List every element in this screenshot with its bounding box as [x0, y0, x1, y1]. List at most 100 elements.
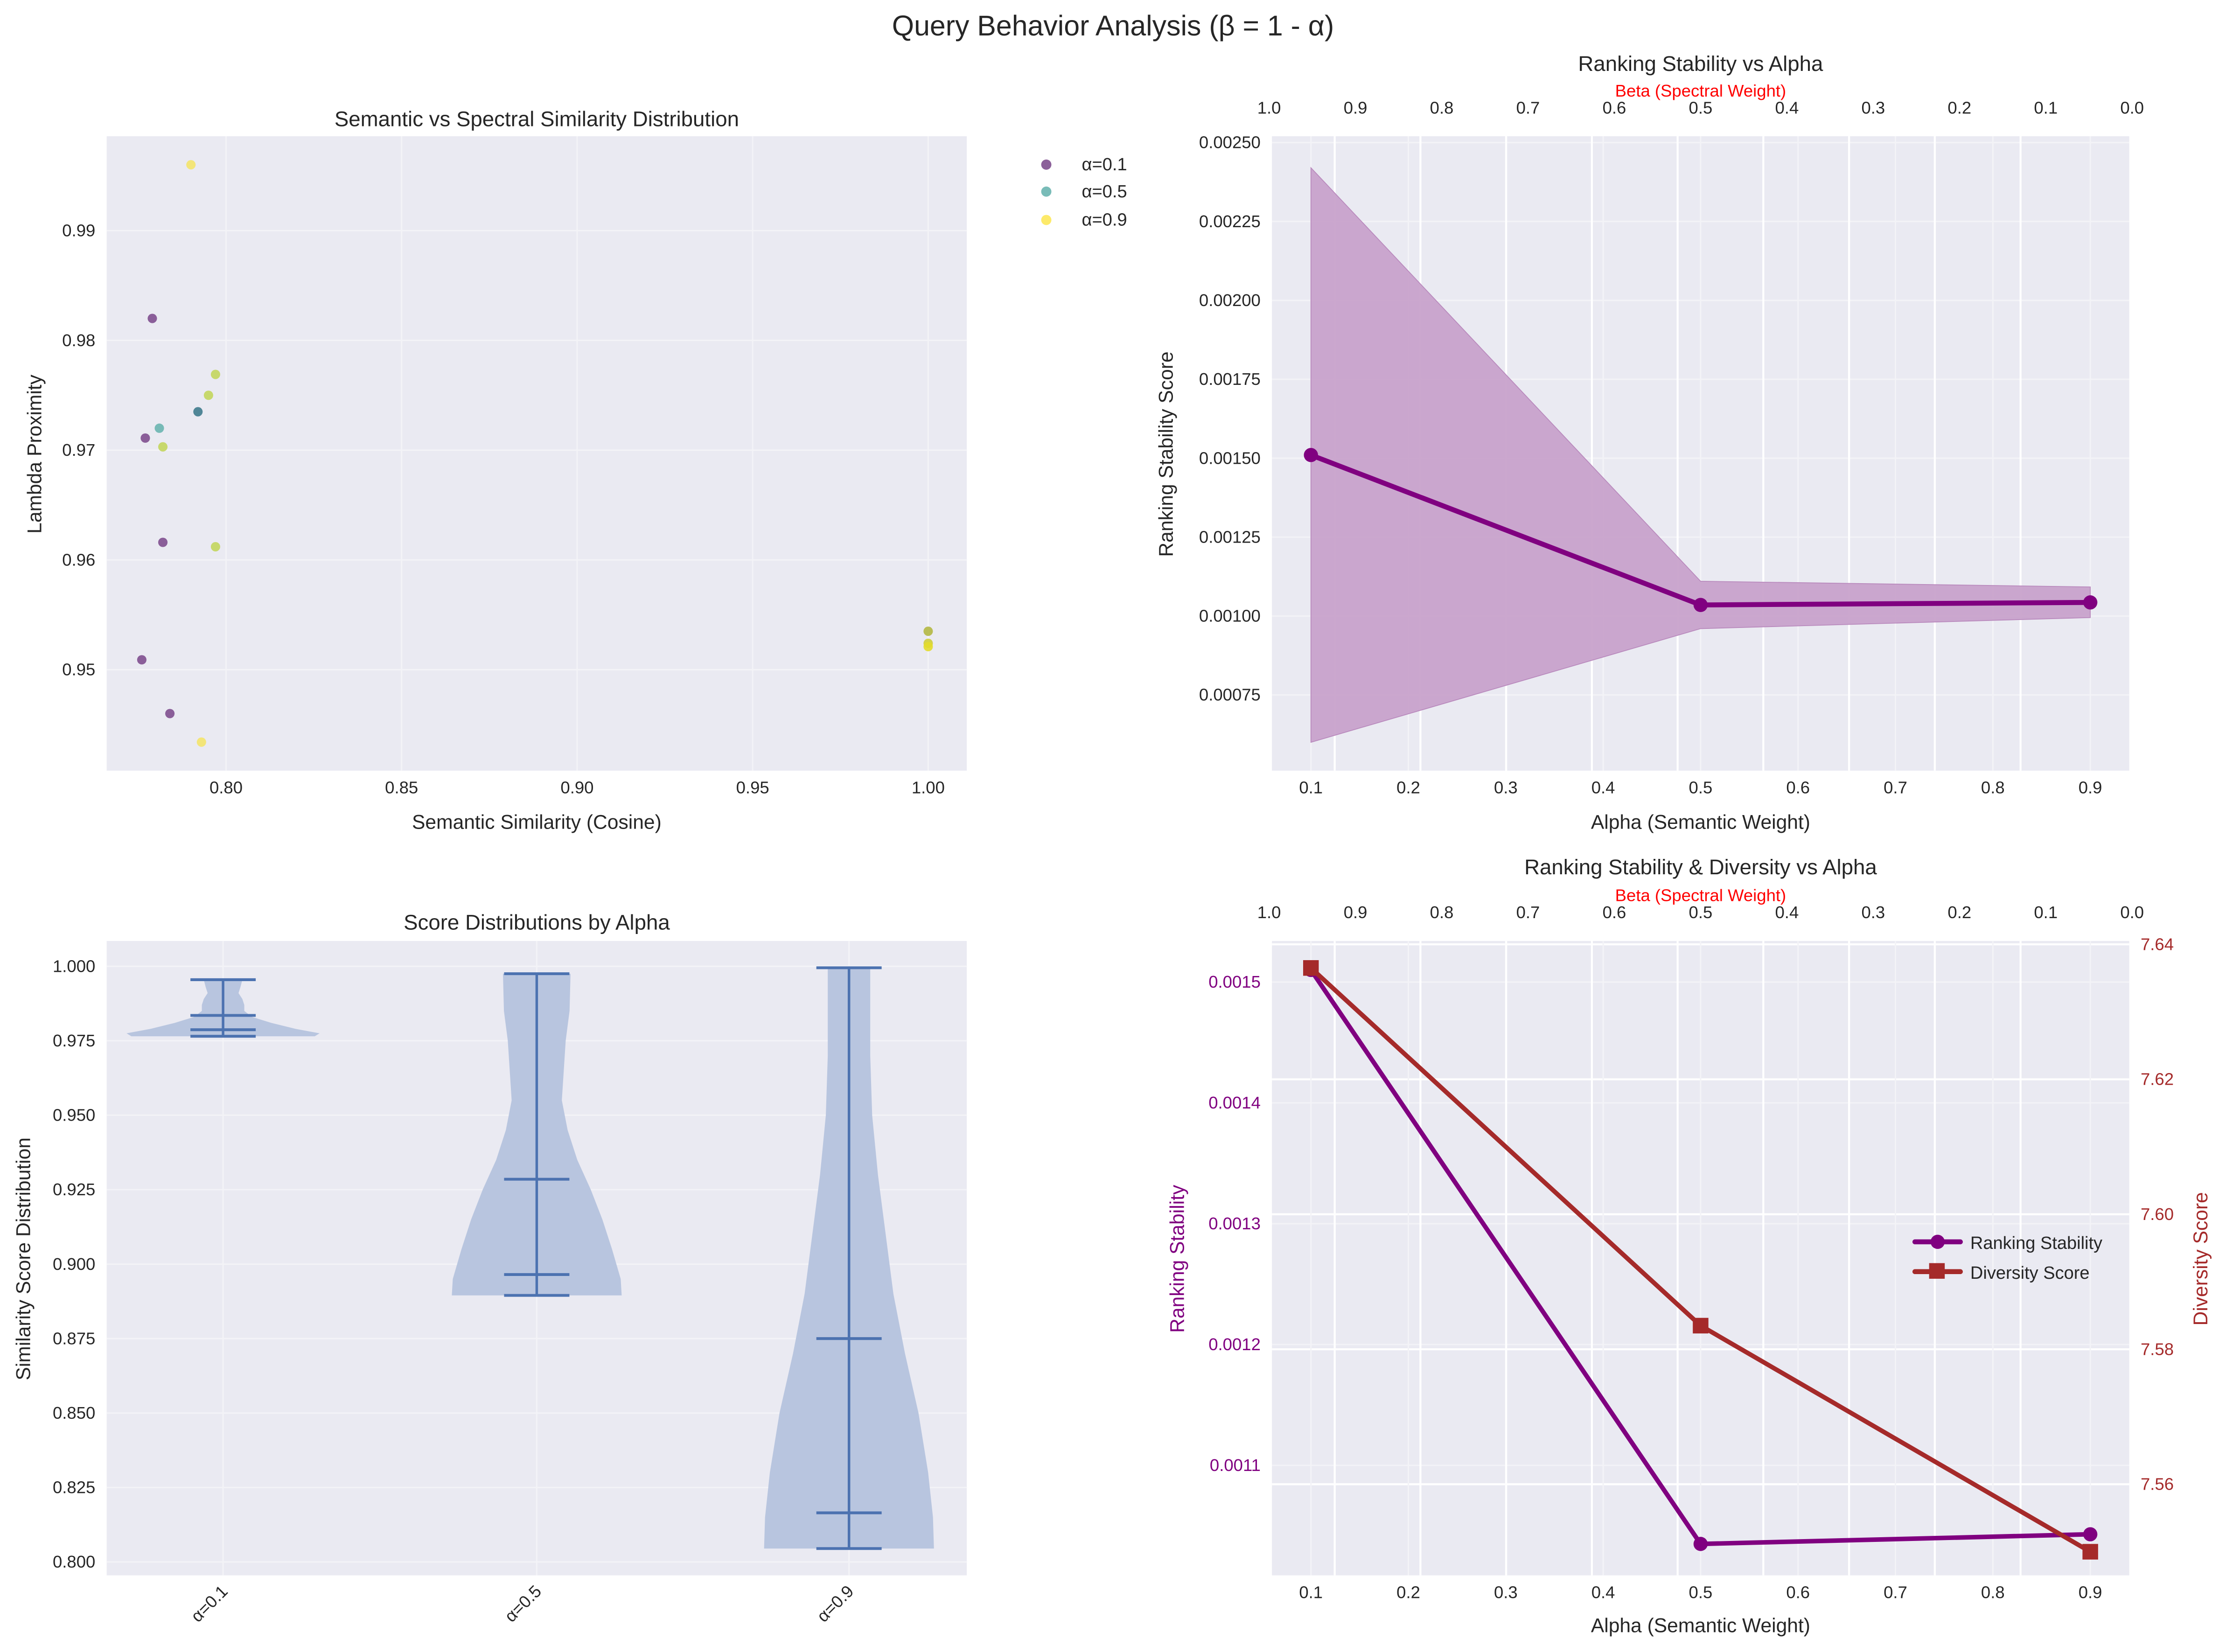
dual-axis-top-tick-label: 0.7	[1516, 903, 1540, 922]
ranking-stability-point	[2083, 1527, 2098, 1541]
stability-x-tick-label: 0.2	[1396, 778, 1420, 797]
scatter-x-tick-label: 0.90	[560, 778, 593, 797]
violin-y-tick-label: 0.850	[53, 1403, 95, 1422]
stability-y-tick-label: 0.00100	[1199, 606, 1261, 626]
dual-axis-top-ticks: 1.0 0.9 0.8 0.7 0.6 0.5 0.4 0.3 0.2 0.1 0.0	[1257, 903, 2144, 922]
stability-x-tick-label: 0.8	[1981, 778, 2005, 797]
dual-axis-right-y-tick-label: 7.60	[2141, 1205, 2174, 1224]
stability-top-tick-label: 0.4	[1775, 98, 1799, 117]
stability-panel: 0.1 0.2 0.3 0.4 0.5 0.6 0.7 0.8 0.9 1.0 0.9 0.8 0.7…	[1155, 52, 2144, 833]
diversity-score-point	[2082, 1544, 2098, 1560]
scatter-x-tick-label: 0.95	[736, 778, 769, 797]
violin-panel: α=0.1 α=0.5 α=0.9 0.800 0.825 0.850 0.875 0.90…	[12, 911, 967, 1626]
dual-axis-top-tick-label: 0.2	[1947, 903, 1971, 922]
stability-x-label: Alpha (Semantic Weight)	[1591, 811, 1810, 834]
legend-label-diversity-score: Diversity Score	[1970, 1263, 2090, 1283]
diversity-score-point	[1303, 960, 1319, 976]
violin-x-tick-label: α=0.9	[813, 1582, 858, 1626]
stability-x-tick-label: 0.1	[1299, 778, 1323, 797]
dual-axis-x-label: Alpha (Semantic Weight)	[1591, 1614, 1810, 1637]
scatter-point	[140, 433, 150, 443]
stability-y-tick-label: 0.00250	[1199, 133, 1261, 152]
dual-axis-x-tick-label: 0.6	[1786, 1582, 1810, 1602]
stability-top-tick-label: 0.0	[2120, 98, 2144, 117]
dual-axis-gridlines	[1272, 941, 2129, 1575]
dual-axis-top-tick-label: 0.1	[2034, 903, 2058, 922]
scatter-x-tick-label: 0.80	[209, 778, 243, 797]
scatter-y-ticks: 0.95 0.96 0.97 0.98 0.99	[62, 221, 95, 679]
stability-top-tick-label: 0.7	[1516, 98, 1540, 117]
dual-axis-top-tick-label: 0.4	[1775, 903, 1799, 922]
stability-x-tick-label: 0.5	[1689, 778, 1713, 797]
scatter-y-tick-label: 0.98	[62, 331, 95, 350]
dual-axis-top-tick-label: 0.6	[1603, 903, 1626, 922]
violin-y-tick-label: 0.800	[53, 1552, 95, 1571]
dual-axis-left-y-label: Ranking Stability	[1166, 1185, 1189, 1333]
legend-marker-diversity-score	[1929, 1263, 1945, 1279]
scatter-x-label: Semantic Similarity (Cosine)	[412, 811, 662, 834]
violin-y-label: Similarity Score Distribution	[12, 1137, 35, 1380]
scatter-legend: α=0.1 α=0.5 α=0.9	[1041, 155, 1127, 230]
dual-axis-right-y-tick-label: 7.56	[2141, 1475, 2174, 1494]
scatter-y-label: Lambda Proximity	[24, 374, 46, 533]
dual-axis-right-y-tick-label: 7.64	[2141, 934, 2174, 954]
scatter-point	[210, 369, 220, 379]
stability-point	[2083, 595, 2098, 610]
stability-top-ticks: 1.0 0.9 0.8 0.7 0.6 0.5 0.4 0.3 0.2 0.1 0.0	[1257, 98, 2144, 117]
stability-top-tick-label: 0.6	[1603, 98, 1626, 117]
dual-axis-x-tick-label: 0.4	[1591, 1582, 1615, 1602]
violin-x-tick-label: α=0.5	[501, 1582, 545, 1626]
scatter-x-tick-label: 0.85	[385, 778, 418, 797]
dual-axis-x-tick-label: 0.1	[1299, 1582, 1323, 1602]
stability-point	[1304, 448, 1318, 462]
stability-y-tick-label: 0.00175	[1199, 369, 1261, 389]
violin-title: Score Distributions by Alpha	[404, 911, 670, 934]
scatter-title: Semantic vs Spectral Similarity Distribu…	[335, 107, 739, 131]
stability-x-tick-label: 0.3	[1494, 778, 1518, 797]
violin-α=0.5	[452, 972, 622, 1297]
dual-axis-x-tick-label: 0.9	[2079, 1582, 2102, 1602]
legend-label-alpha-0.1: α=0.1	[1082, 155, 1127, 174]
dual-axis-left-y-tick-label: 0.0014	[1208, 1093, 1261, 1112]
stability-y-tick-label: 0.00075	[1199, 685, 1261, 704]
stability-y-tick-label: 0.00200	[1199, 291, 1261, 310]
dual-axis-left-y-tick-label: 0.0015	[1208, 972, 1261, 991]
scatter-point	[210, 542, 220, 551]
violin-α=0.9	[764, 966, 934, 1550]
legend-label-alpha-0.9: α=0.9	[1082, 210, 1127, 230]
scatter-y-tick-label: 0.96	[62, 550, 95, 569]
dual-axis-top-tick-label: 1.0	[1257, 903, 1281, 922]
scatter-point	[137, 655, 147, 665]
scatter-x-ticks: 0.80 0.85 0.90 0.95 1.00	[209, 778, 945, 797]
stability-top-x-label: Beta (Spectral Weight)	[1615, 81, 1786, 100]
ranking-stability-point	[1693, 1537, 1708, 1551]
legend-label-alpha-0.5: α=0.5	[1082, 182, 1127, 202]
dual-axis-left-y-ticks: 0.0011 0.0012 0.0013 0.0014 0.0015	[1208, 972, 1261, 1475]
scatter-plot-area	[106, 136, 967, 771]
stability-top-tick-label: 0.3	[1861, 98, 1885, 117]
stability-y-tick-label: 0.00125	[1199, 527, 1261, 546]
violin-x-tick-label: α=0.1	[187, 1582, 231, 1626]
scatter-point	[154, 423, 164, 433]
dual-axis-x-tick-label: 0.8	[1981, 1582, 2005, 1602]
scatter-point	[203, 390, 213, 400]
scatter-point	[147, 314, 157, 323]
stability-confidence-band	[1310, 167, 2091, 743]
violin-y-tick-label: 0.925	[53, 1180, 95, 1199]
stability-y-ticks: 0.00075 0.00100 0.00125 0.00150 0.00175 0.002…	[1199, 133, 1261, 704]
stability-y-label: Ranking Stability Score	[1155, 351, 1177, 557]
violin-x-ticks: α=0.1 α=0.5 α=0.9	[187, 1582, 857, 1626]
stability-x-tick-label: 0.7	[1884, 778, 1907, 797]
dual-axis-top-tick-label: 0.8	[1430, 903, 1454, 922]
diversity-score-point	[1693, 1317, 1709, 1334]
dual-axis-legend: Ranking Stability Diversity Score	[1912, 1234, 2102, 1283]
dual-axis-x-tick-label: 0.5	[1689, 1582, 1713, 1602]
scatter-gridlines	[106, 136, 967, 771]
stability-y-tick-label: 0.00150	[1199, 448, 1261, 467]
scatter-points	[137, 160, 933, 747]
violin-y-tick-label: 1.000	[53, 956, 95, 976]
scatter-x-tick-label: 1.00	[912, 778, 945, 797]
violin-y-ticks: 0.800 0.825 0.850 0.875 0.900 0.925 0.950 0.975…	[53, 956, 95, 1571]
stability-top-tick-label: 0.8	[1430, 98, 1454, 117]
